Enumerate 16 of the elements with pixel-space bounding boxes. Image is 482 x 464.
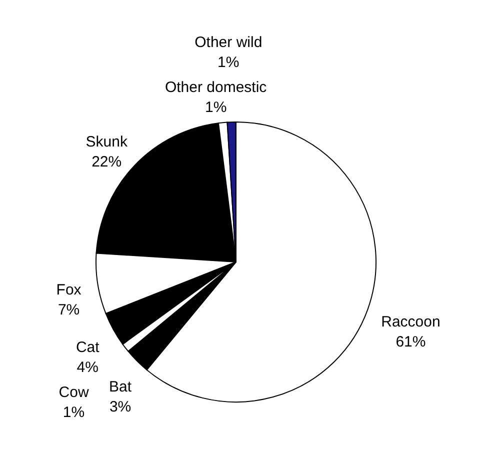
data-label: 1%	[204, 98, 227, 116]
data-label: 61%	[396, 334, 426, 351]
data-label: 1%	[62, 404, 85, 421]
slice-label: Fox	[56, 282, 82, 299]
data-label: 4%	[76, 358, 98, 376]
slice-label: Other domestic	[164, 78, 268, 96]
data-label: 3%	[109, 398, 132, 416]
data-label: 22%	[92, 154, 122, 171]
data-label: 1%	[218, 54, 240, 72]
slice-label: Other wild	[194, 34, 262, 52]
slice-label: Bat	[109, 378, 132, 396]
slice-label: Cow	[58, 384, 89, 401]
slice-label: Cat	[76, 338, 100, 356]
slice-label: Skunk	[86, 134, 128, 151]
slice-label: Raccoon	[381, 314, 440, 331]
data-label: 7%	[58, 302, 80, 319]
